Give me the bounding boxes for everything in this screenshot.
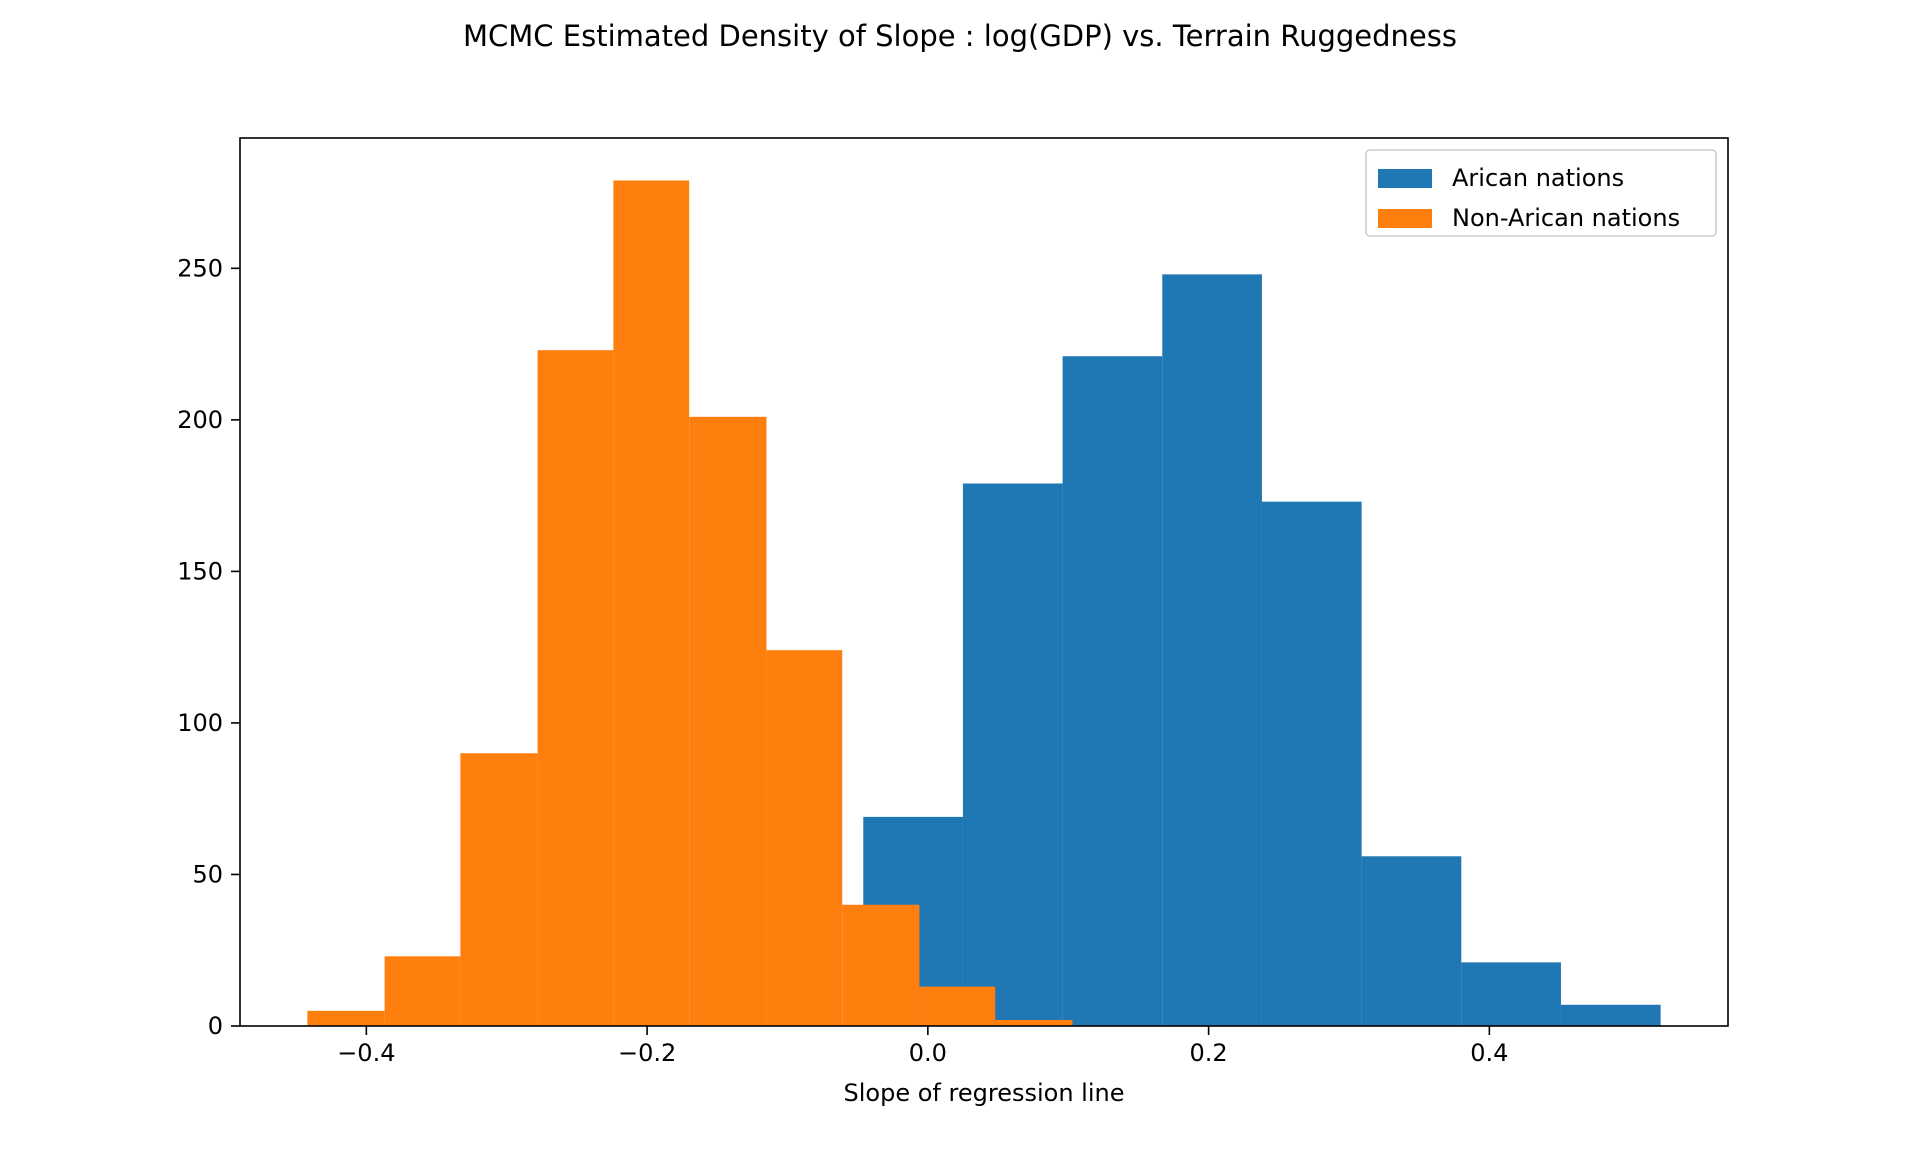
x-axis: −0.4 −0.2 0.0 0.2 0.4 [337,1026,1508,1067]
histogram-bar [689,416,767,1027]
legend-swatch [1378,209,1432,228]
x-tick-label: −0.2 [618,1039,676,1067]
histogram-bar [995,1019,1073,1026]
histogram-bar [962,483,1063,1026]
legend-box [1365,149,1717,237]
chart-title: MCMC Estimated Density of Slope : log(GD… [463,19,1457,53]
histogram-bar [1361,856,1462,1026]
legend-label: Non-Arican nations [1452,204,1680,232]
series-non-arican [307,180,1073,1027]
x-tick-label: 0.0 [909,1039,947,1067]
plot-frame [239,137,1729,1027]
legend: Arican nations Non-Arican nations [1365,149,1717,237]
y-tick-label: 250 [177,254,223,282]
histogram-bar [613,180,690,1026]
histogram-bar [842,904,920,1026]
histogram-bar [1261,501,1362,1026]
x-tick-label: −0.4 [337,1039,395,1067]
histogram-bar [384,956,461,1026]
y-tick-label: 0 [208,1012,223,1040]
histogram-bar [1162,274,1262,1026]
x-axis-label: Slope of regression line [844,1079,1125,1107]
y-tick-label: 200 [177,406,223,434]
histogram-bar [1461,962,1561,1026]
x-tick-label: 0.4 [1470,1039,1508,1067]
y-tick-label: 50 [192,860,223,888]
histogram-bar [1560,1004,1661,1026]
bars-layer [307,180,1661,1027]
y-axis: 0 50 100 150 200 250 [177,254,240,1040]
histogram-bar [307,1010,385,1026]
histogram-bar [1062,356,1163,1027]
y-tick-label: 150 [177,557,223,585]
histogram-bar [766,650,843,1026]
histogram-bar [919,986,996,1026]
series-arican [863,274,1661,1027]
histogram-bar [460,753,538,1026]
histogram-bar [537,350,614,1026]
y-tick-label: 100 [177,709,223,737]
x-tick-label: 0.2 [1190,1039,1228,1067]
legend-swatch [1378,169,1432,188]
legend-label: Arican nations [1452,164,1624,192]
